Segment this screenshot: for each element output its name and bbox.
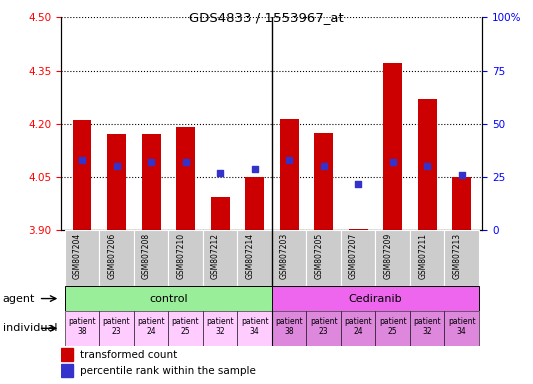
Text: control: control	[149, 293, 188, 304]
Text: GSM807214: GSM807214	[246, 233, 255, 279]
Bar	[418, 99, 437, 230]
Point	[147, 159, 155, 165]
Bar	[99, 230, 134, 286]
Text: GDS4833 / 1553967_at: GDS4833 / 1553967_at	[189, 12, 344, 25]
Bar	[383, 63, 402, 230]
Text: patient
38: patient 38	[275, 317, 303, 336]
Bar	[64, 286, 272, 311]
Point	[181, 159, 190, 165]
Bar	[272, 230, 306, 286]
Bar	[445, 230, 479, 286]
Text: GSM807208: GSM807208	[142, 233, 151, 279]
Text: patient
38: patient 38	[68, 317, 96, 336]
Text: transformed count: transformed count	[80, 349, 177, 359]
Bar	[134, 311, 168, 346]
Bar	[375, 230, 410, 286]
Text: patient
34: patient 34	[241, 317, 269, 336]
Bar	[168, 230, 203, 286]
Text: GSM807206: GSM807206	[108, 233, 117, 280]
Text: GSM807213: GSM807213	[453, 233, 462, 279]
Bar	[306, 311, 341, 346]
Text: GSM807209: GSM807209	[384, 233, 393, 280]
Bar	[203, 230, 237, 286]
Bar	[245, 177, 264, 230]
Text: patient
25: patient 25	[172, 317, 199, 336]
Bar	[168, 311, 203, 346]
Bar	[341, 230, 375, 286]
Text: patient
25: patient 25	[379, 317, 407, 336]
Text: patient
24: patient 24	[137, 317, 165, 336]
Bar	[445, 311, 479, 346]
Text: patient
24: patient 24	[344, 317, 372, 336]
Point	[78, 157, 86, 163]
Bar	[280, 119, 298, 230]
Bar	[272, 286, 479, 311]
Bar	[410, 230, 445, 286]
Bar	[72, 120, 92, 230]
Text: patient
23: patient 23	[310, 317, 337, 336]
Bar	[314, 133, 333, 230]
Bar	[237, 230, 272, 286]
Bar	[410, 311, 445, 346]
Bar	[99, 311, 134, 346]
Text: GSM807212: GSM807212	[211, 233, 220, 279]
Bar	[134, 230, 168, 286]
Bar	[341, 311, 375, 346]
Text: percentile rank within the sample: percentile rank within the sample	[80, 366, 256, 376]
Bar	[272, 311, 306, 346]
Text: GSM807207: GSM807207	[349, 233, 358, 280]
Bar	[452, 177, 471, 230]
Bar	[211, 197, 230, 230]
Point	[285, 157, 293, 163]
Text: GSM807205: GSM807205	[314, 233, 324, 280]
Text: individual: individual	[3, 323, 57, 333]
Bar	[375, 311, 410, 346]
Bar	[176, 127, 195, 230]
Point	[319, 164, 328, 170]
Bar	[203, 311, 237, 346]
Point	[216, 170, 224, 176]
Bar	[349, 228, 368, 230]
Bar	[306, 230, 341, 286]
Text: patient
23: patient 23	[103, 317, 131, 336]
Text: Cediranib: Cediranib	[349, 293, 402, 304]
Bar	[61, 364, 73, 377]
Text: patient
32: patient 32	[413, 317, 441, 336]
Text: patient
34: patient 34	[448, 317, 475, 336]
Text: GSM807204: GSM807204	[73, 233, 82, 280]
Text: patient
32: patient 32	[206, 317, 234, 336]
Point	[251, 166, 259, 172]
Bar	[142, 134, 160, 230]
Bar	[237, 311, 272, 346]
Text: GSM807211: GSM807211	[418, 233, 427, 279]
Bar	[107, 134, 126, 230]
Point	[389, 159, 397, 165]
Text: GSM807210: GSM807210	[176, 233, 185, 279]
Point	[354, 180, 362, 187]
Point	[423, 164, 431, 170]
Text: GSM807203: GSM807203	[280, 233, 289, 280]
Point	[112, 164, 121, 170]
Point	[457, 172, 466, 178]
Bar	[64, 230, 99, 286]
Bar	[61, 348, 73, 361]
Bar	[64, 311, 99, 346]
Text: agent: agent	[3, 293, 35, 304]
